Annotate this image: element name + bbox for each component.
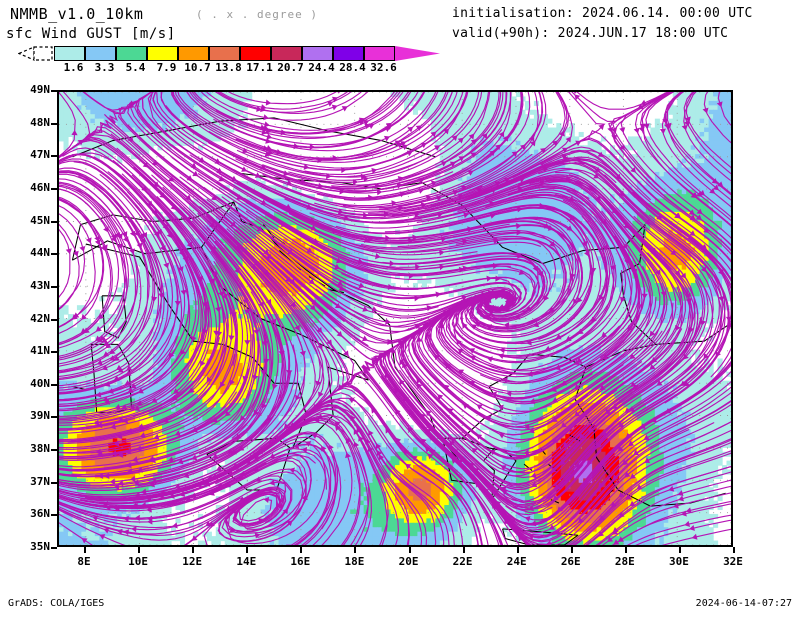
footer-timestamp: 2024-06-14-07:27	[695, 598, 792, 609]
x-axis-tick-label: 20E	[398, 555, 419, 568]
x-axis-tick-mark	[354, 547, 357, 553]
x-axis-tick-mark	[624, 547, 627, 553]
colorbar-over-arrow	[395, 46, 440, 61]
y-axis-tick-mark	[51, 253, 57, 256]
x-axis-tick-mark	[570, 547, 573, 553]
y-axis-tick-label: 47N	[30, 148, 50, 162]
y-axis-tick-label: 49N	[30, 83, 50, 96]
colorbar: 1.6 3.3 5.4 7.9 10.7 13.8 17.1 20.7 24.4 28.4 32.6	[18, 46, 448, 74]
y-axis-tick-mark	[51, 481, 57, 484]
colorbar-tick-label: 10.7	[184, 61, 211, 74]
y-axis-tick-mark	[51, 122, 57, 125]
y-axis-tick-label: 45N	[30, 213, 50, 227]
y-axis-tick-mark	[51, 383, 57, 386]
colorbar-segment	[116, 46, 147, 61]
x-axis-tick-label: 14E	[236, 555, 257, 568]
x-axis-tick-label: 22E	[452, 555, 473, 568]
y-axis-tick-mark	[51, 90, 57, 92]
y-axis-tick-mark	[51, 449, 57, 452]
y-axis-tick-label: 40N	[30, 376, 50, 390]
y-axis-tick-mark	[51, 187, 57, 190]
y-axis-tick-mark	[51, 416, 57, 419]
colorbar-segment	[271, 46, 302, 61]
colorbar-tick-label: 20.7	[277, 61, 304, 74]
grid-resolution-note: ( . x . degree )	[196, 8, 318, 21]
colorbar-tick-label: 24.4	[308, 61, 335, 74]
x-axis-tick-label: 10E	[128, 555, 149, 568]
colorbar-segment	[364, 46, 395, 61]
colorbar-tick-label: 5.4	[125, 61, 146, 74]
colorbar-tick-label: 17.1	[246, 61, 273, 74]
x-axis-tick-label: 8E	[77, 555, 91, 568]
x-axis-tick-mark	[678, 547, 681, 553]
colorbar-segment	[85, 46, 116, 61]
y-axis-tick-mark	[51, 285, 57, 288]
y-axis-tick-label: 36N	[30, 507, 50, 521]
colorbar-tick-label: 1.6	[63, 61, 84, 74]
y-axis-tick-label: 46N	[30, 180, 50, 194]
y-axis-tick-mark	[51, 351, 57, 354]
initialisation-time: initialisation: 2024.06.14. 00:00 UTC	[452, 6, 753, 21]
x-axis-tick-mark	[192, 547, 195, 553]
variable-label: sfc Wind GUST [m/s]	[6, 26, 176, 42]
model-title: NMMB_v1.0_10km	[10, 5, 144, 23]
colorbar-under-arrow	[18, 46, 53, 61]
y-axis-tick-mark	[51, 514, 57, 517]
y-axis-tick-label: 48N	[30, 115, 50, 129]
colorbar-segment	[240, 46, 271, 61]
y-axis-tick-label: 37N	[30, 474, 50, 488]
y-axis-tick-mark	[51, 318, 57, 321]
colorbar-tick-label: 3.3	[94, 61, 115, 74]
x-axis-tick-mark	[516, 547, 519, 553]
colorbar-segment	[302, 46, 333, 61]
y-axis-tick-label: 39N	[30, 409, 50, 423]
x-axis-tick-mark	[138, 547, 141, 553]
y-axis-tick-label: 43N	[30, 278, 50, 292]
footer-credit: GrADS: COLA/IGES	[8, 598, 105, 609]
x-axis-tick-label: 24E	[506, 555, 527, 568]
map-plot-area[interactable]	[57, 90, 733, 547]
x-axis-tick-label: 18E	[344, 555, 365, 568]
x-axis-tick-label: 26E	[560, 555, 581, 568]
x-axis-tick-mark	[246, 547, 249, 553]
x-axis-tick-label: 12E	[182, 555, 203, 568]
y-axis-tick-mark	[51, 220, 57, 223]
y-axis-tick-label: 38N	[30, 442, 50, 456]
colorbar-segment	[209, 46, 240, 61]
y-axis-tick-label: 42N	[30, 311, 50, 325]
colorbar-tick-label: 7.9	[156, 61, 177, 74]
colorbar-tick-label: 13.8	[215, 61, 242, 74]
x-axis-tick-label: 32E	[723, 555, 743, 568]
x-axis-tick-mark	[733, 547, 735, 553]
colorbar-tick-label: 32.6	[370, 61, 397, 74]
x-axis-tick-label: 28E	[614, 555, 635, 568]
wind-gust-map	[59, 92, 731, 545]
x-axis-tick-mark	[300, 547, 303, 553]
y-axis-tick-mark	[51, 547, 57, 549]
x-axis-tick-mark	[462, 547, 465, 553]
y-axis-tick-label: 44N	[30, 246, 50, 260]
y-axis-tick-label: 35N	[30, 540, 50, 553]
colorbar-segment	[147, 46, 178, 61]
x-axis-tick-mark	[408, 547, 411, 553]
colorbar-segment	[178, 46, 209, 61]
valid-time: valid(+90h): 2024.JUN.17 18:00 UTC	[452, 26, 729, 41]
x-axis-tick-mark	[84, 547, 87, 553]
colorbar-tick-label: 28.4	[339, 61, 366, 74]
x-axis-tick-label: 16E	[290, 555, 311, 568]
colorbar-segment	[333, 46, 364, 61]
x-axis-tick-label: 30E	[668, 555, 689, 568]
y-axis-tick-mark	[51, 155, 57, 158]
colorbar-segment	[54, 46, 85, 61]
y-axis-tick-label: 41N	[30, 344, 50, 358]
